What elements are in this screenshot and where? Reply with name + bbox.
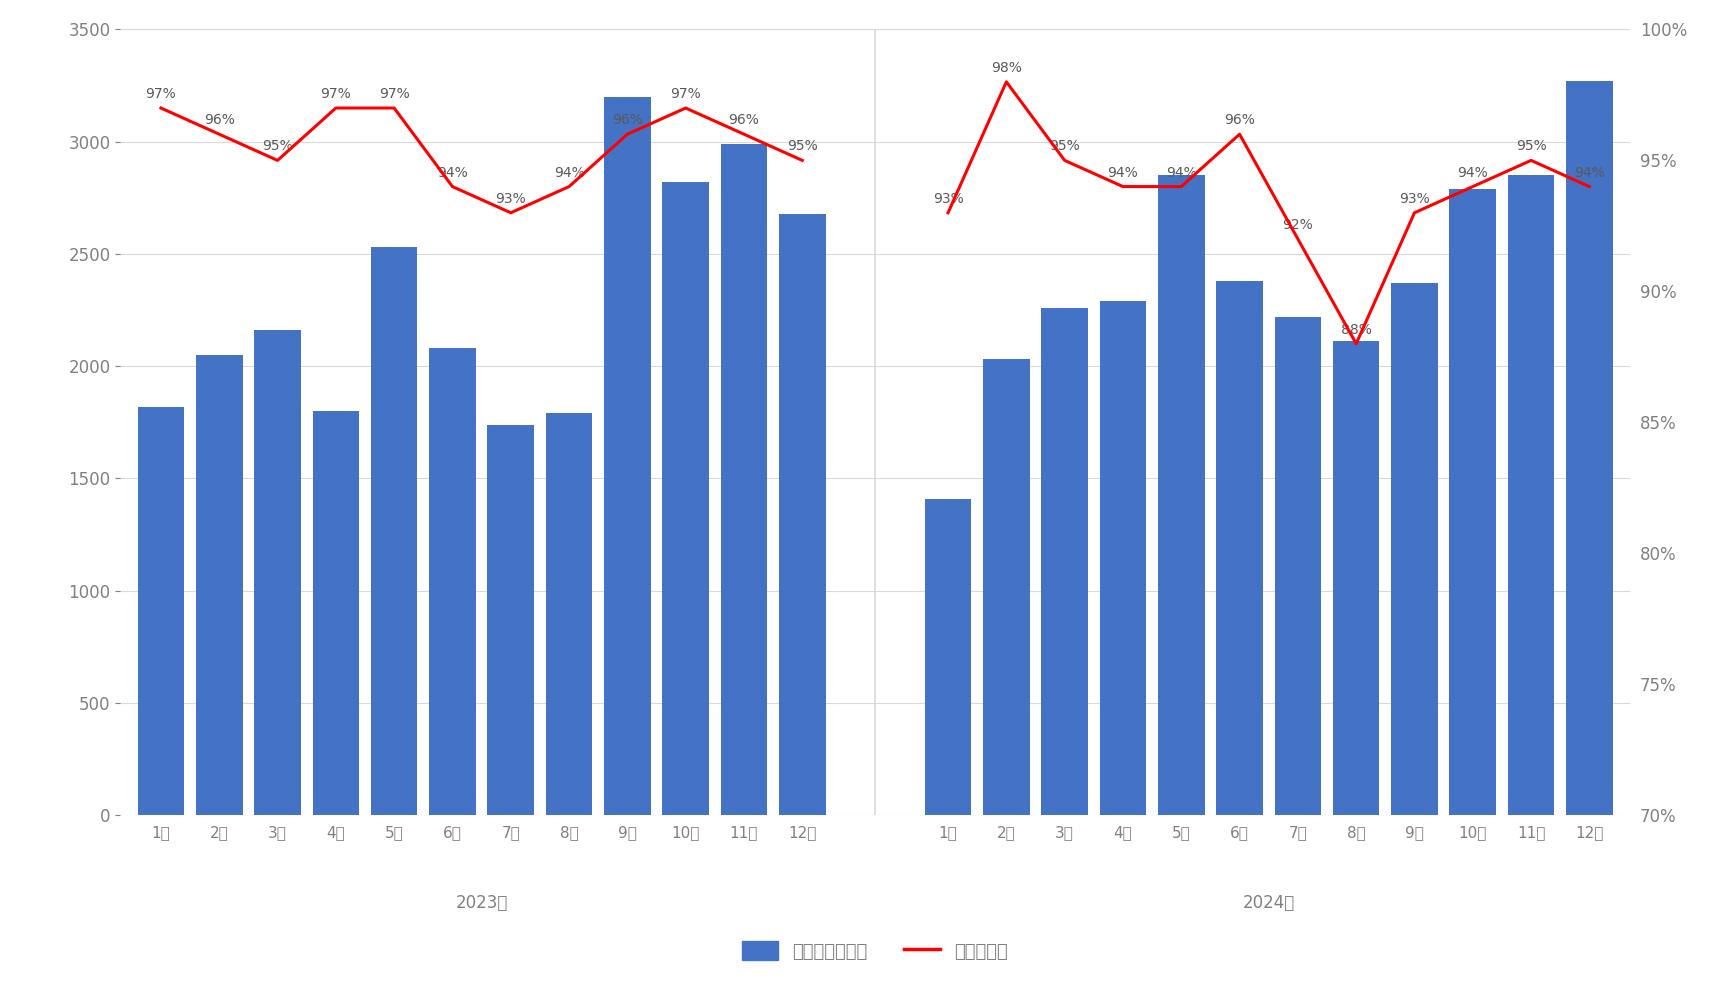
Text: 95%: 95% — [788, 139, 817, 153]
Bar — [429, 349, 475, 815]
Legend: 出货量（万部）, 出货量占比: 出货量（万部）, 出货量占比 — [734, 934, 1016, 968]
Text: 94%: 94% — [438, 166, 468, 180]
Bar — [1508, 176, 1555, 815]
Text: 2023年: 2023年 — [455, 894, 508, 911]
Bar — [254, 330, 300, 815]
Text: 97%: 97% — [146, 87, 177, 101]
Text: 94%: 94% — [554, 166, 585, 180]
Bar — [1450, 189, 1496, 815]
Text: 96%: 96% — [204, 113, 235, 128]
Text: 88%: 88% — [1340, 323, 1371, 337]
Text: 94%: 94% — [1165, 166, 1196, 180]
Text: 92%: 92% — [1282, 218, 1313, 232]
Text: 94%: 94% — [1574, 166, 1604, 180]
Text: 97%: 97% — [321, 87, 352, 101]
Bar — [779, 213, 825, 815]
Bar — [312, 411, 359, 815]
Bar — [487, 424, 534, 815]
Text: 98%: 98% — [990, 61, 1021, 75]
Text: 95%: 95% — [1048, 139, 1079, 153]
Bar — [1217, 281, 1263, 815]
Bar — [137, 407, 184, 815]
Text: 97%: 97% — [379, 87, 410, 101]
Text: 2024年: 2024年 — [1242, 894, 1296, 911]
Bar — [546, 413, 592, 815]
Text: 95%: 95% — [263, 139, 293, 153]
Bar — [604, 97, 650, 815]
Text: 93%: 93% — [496, 191, 527, 206]
Text: 96%: 96% — [729, 113, 760, 128]
Text: 96%: 96% — [613, 113, 644, 128]
Text: 93%: 93% — [934, 191, 963, 206]
Text: 95%: 95% — [1515, 139, 1546, 153]
Bar — [1333, 342, 1380, 815]
Bar — [721, 144, 767, 815]
Bar — [1567, 82, 1613, 815]
Bar — [1042, 307, 1088, 815]
Bar — [1158, 176, 1205, 815]
Bar — [983, 359, 1030, 815]
Text: 93%: 93% — [1399, 191, 1429, 206]
Text: 97%: 97% — [671, 87, 702, 101]
Text: 96%: 96% — [1224, 113, 1254, 128]
Bar — [196, 355, 242, 815]
Text: 94%: 94% — [1457, 166, 1488, 180]
Bar — [1275, 317, 1321, 815]
Text: 94%: 94% — [1107, 166, 1138, 180]
Bar — [1100, 301, 1146, 815]
Bar — [371, 247, 417, 815]
Bar — [662, 182, 709, 815]
Bar — [925, 499, 971, 815]
Bar — [1392, 283, 1438, 815]
